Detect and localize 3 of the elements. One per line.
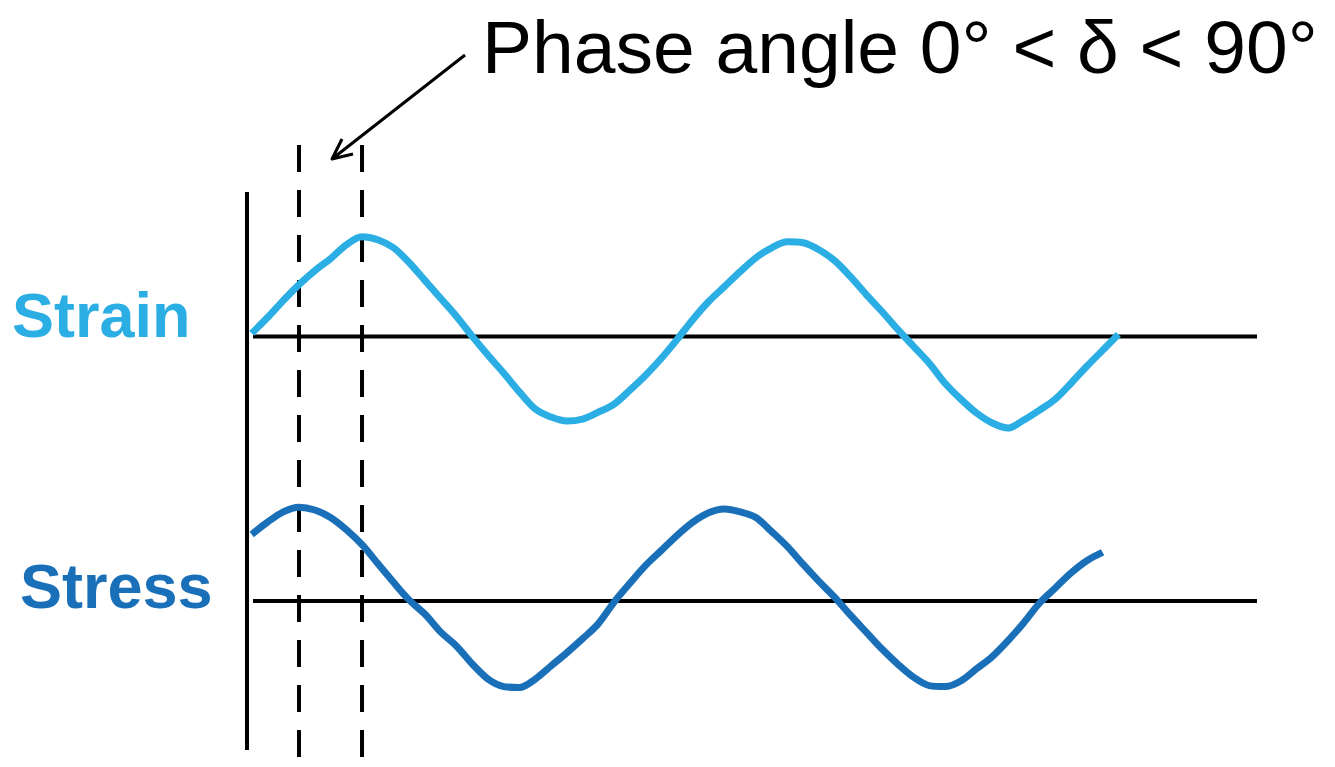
series-label: Strain xyxy=(12,280,191,350)
text: Phase angle 0° < δ < 90° xyxy=(482,5,1318,89)
series-label: Stress xyxy=(20,551,213,621)
